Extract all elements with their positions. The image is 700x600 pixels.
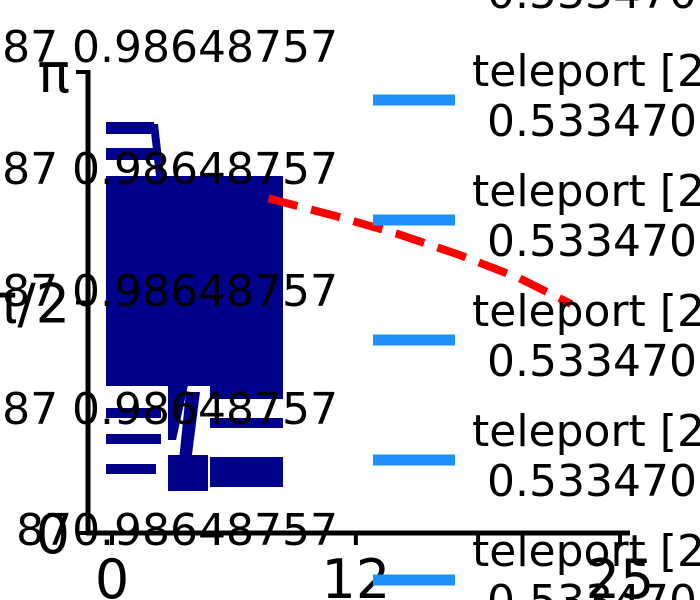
dense-connector	[178, 392, 200, 470]
dense-bar	[210, 418, 283, 428]
dense-block	[210, 457, 283, 487]
dense-connector	[150, 124, 164, 176]
dense-bar	[106, 122, 154, 134]
dense-bar	[210, 385, 283, 399]
overlay-label: 87 0.98648757	[2, 266, 338, 317]
legend-value: 0.533470	[487, 576, 697, 600]
y-tick-label: π/2	[0, 272, 70, 335]
series-layer	[267, 194, 573, 308]
series-line-0	[267, 194, 573, 308]
legend-label: teleport [2	[472, 406, 700, 457]
overlay-labels: 87 0.98648757 87 0.98648757 87 0.98648757 8…	[2, 22, 338, 556]
legend-label: teleport [2	[472, 46, 700, 97]
overlay-label: 87 0.98648757	[2, 384, 338, 435]
legend-value: 0.533470	[487, 216, 697, 267]
dense-bar	[106, 408, 161, 418]
x-tick-label: 25	[586, 548, 655, 600]
y-tick-label: π	[37, 42, 70, 105]
legend-label: teleport [2	[472, 166, 700, 217]
dense-bar	[106, 434, 161, 444]
x-tick-label: 12	[321, 548, 390, 600]
overlay-label: 870.98648757	[16, 505, 338, 556]
dense-bar	[106, 464, 156, 474]
ticks: 0 12 25 0 π/2 π	[0, 42, 654, 600]
dense-connector	[168, 376, 190, 440]
legend-value: 0.533470	[487, 336, 697, 387]
legend-value: 0.533470	[487, 456, 697, 507]
dense-bar	[106, 148, 156, 160]
overlay-label: 87 0.98648757	[2, 22, 338, 73]
y-tick-label: 0	[36, 503, 70, 566]
dense-data-block	[106, 122, 283, 491]
legend-label: teleport [2	[472, 286, 700, 337]
x-tick-label: 0	[95, 548, 129, 600]
dense-block	[168, 455, 208, 491]
dense-block	[106, 176, 283, 386]
overlay-label: 87 0.98648757	[2, 144, 338, 195]
legend-value: 0.533470	[487, 0, 697, 19]
legend-label: teleport [2	[472, 526, 700, 577]
legend-value: 0.533470	[487, 96, 697, 147]
